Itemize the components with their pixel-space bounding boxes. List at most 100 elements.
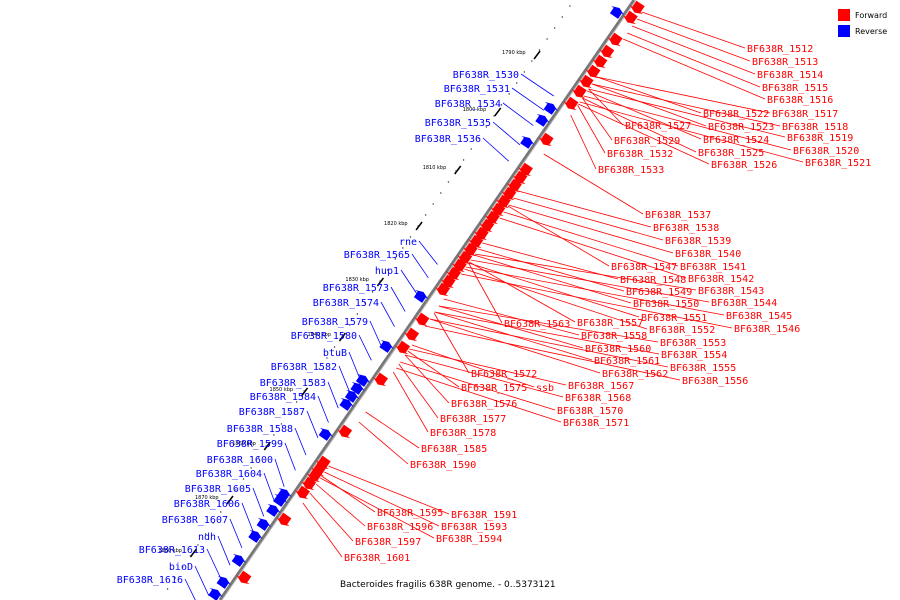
- reverse-gene-arrow: [344, 390, 360, 403]
- leader-line: [241, 502, 254, 532]
- forward-gene-arrow: [571, 84, 587, 99]
- kbp-minor-tick: [349, 324, 351, 326]
- kbp-minor-tick: [273, 434, 275, 436]
- leader-line: [284, 442, 296, 471]
- gene-label-bf638r-1515: BF638R_1515: [762, 83, 828, 94]
- kbp-minor-tick: [250, 467, 252, 469]
- gene-label-bf638r-1600: BF638R_1600: [207, 455, 273, 466]
- gene-label-rne: rne: [399, 237, 417, 248]
- gene-label-bf638r-1571: BF638R_1571: [563, 418, 629, 429]
- kbp-label: 1820 kbp: [384, 221, 408, 227]
- kbp-minor-tick: [212, 522, 214, 524]
- leader-line: [327, 381, 339, 409]
- gene-label-bf638r-1597: BF638R_1597: [355, 537, 421, 548]
- reverse-gene-arrow: [413, 290, 429, 303]
- kbp-minor-tick: [485, 126, 488, 128]
- leader-line: [206, 548, 222, 579]
- gene-label-bf638r-1562: BF638R_1562: [602, 369, 668, 380]
- leader-line: [395, 367, 562, 423]
- forward-gene-arrow: [236, 570, 252, 585]
- gene-label-bf638r-1567: BF638R_1567: [568, 381, 634, 392]
- legend-forward-swatch: [838, 9, 850, 21]
- gene-label-bf638r-1572: BF638R_1572: [471, 369, 537, 380]
- kbp-minor-tick: [455, 170, 457, 172]
- gene-label-bf638r-1538: BF638R_1538: [653, 223, 719, 234]
- leader-line: [338, 365, 350, 393]
- gene-label-ndh: ndh: [198, 532, 216, 543]
- kbp-minor-tick: [197, 544, 199, 546]
- forward-gene-arrow: [599, 44, 615, 59]
- gene-label-bf638r-1533: BF638R_1533: [598, 165, 664, 176]
- leader-line: [424, 325, 681, 381]
- kbp-minor-tick: [394, 258, 396, 260]
- kbp-major-tick: [494, 107, 502, 117]
- kbp-minor-tick: [379, 280, 381, 282]
- leader-line: [520, 73, 554, 97]
- reverse-gene-arrow: [231, 554, 247, 567]
- kbp-minor-tick: [174, 577, 176, 579]
- kbp-minor-tick: [288, 412, 290, 414]
- gene-label-bf638r-1594: BF638R_1594: [436, 534, 502, 545]
- kbp-major-tick: [338, 332, 347, 342]
- kbp-label: 1850 kbp: [270, 387, 294, 393]
- leader-line: [434, 311, 660, 355]
- gene-label-bf638r-1543: BF638R_1543: [698, 286, 764, 297]
- kbp-minor-tick: [371, 291, 374, 293]
- leader-line: [434, 311, 593, 361]
- forward-gene-arrow: [563, 96, 579, 111]
- leader-line: [478, 248, 625, 292]
- reverse-gene-arrow: [339, 398, 354, 411]
- reverse-gene-arrow: [248, 530, 263, 543]
- leader-line: [438, 305, 659, 343]
- leader-line: [324, 471, 440, 527]
- forward-gene-arrow: [414, 312, 430, 327]
- kbp-minor-tick: [508, 93, 510, 95]
- kbp-minor-tick: [538, 49, 541, 51]
- gene-label-bf638r-1575: BF638R_1575: [461, 383, 527, 394]
- kbp-minor-tick: [546, 38, 548, 40]
- gene-label-bf638r-1512: BF638R_1512: [747, 44, 813, 55]
- leader-line: [596, 76, 702, 114]
- gene-label-bf638r-1576: BF638R_1576: [451, 399, 517, 410]
- leader-line: [317, 395, 329, 423]
- gene-label-bf638r-1553: BF638R_1553: [660, 338, 726, 349]
- leader-line: [348, 351, 360, 378]
- gene-label-bf638r-1596: BF638R_1596: [367, 522, 433, 533]
- kbp-minor-tick: [516, 82, 518, 84]
- leader-line: [641, 11, 746, 49]
- gene-label-bf638r-1540: BF638R_1540: [675, 249, 741, 260]
- forward-gene-arrow: [592, 54, 608, 69]
- gene-label-bf638r-1560: BF638R_1560: [585, 344, 651, 355]
- kbp-minor-tick: [462, 159, 465, 161]
- kbp-major-tick: [454, 165, 462, 175]
- gene-label-bf638r-1579: BF638R_1579: [302, 317, 368, 328]
- gene-label-bf638r-1527: BF638R_1527: [625, 121, 691, 132]
- leader-line: [482, 242, 619, 280]
- forward-gene-arrow: [276, 512, 292, 527]
- gene-label-bf638r-1525: BF638R_1525: [698, 148, 764, 159]
- leader-line: [438, 305, 584, 349]
- leader-line: [369, 320, 382, 347]
- leader-line: [502, 102, 534, 126]
- leader-line: [482, 137, 510, 162]
- gene-label-bf638r-1613: BF638R_1613: [139, 545, 205, 556]
- reverse-gene-arrow: [277, 488, 292, 501]
- leader-line: [184, 578, 196, 600]
- gene-label-bf638r-1532: BF638R_1532: [607, 149, 673, 160]
- kbp-minor-tick: [318, 368, 321, 370]
- kbp-minor-tick: [432, 203, 434, 205]
- reverse-gene-arrow: [266, 504, 281, 517]
- gene-label-bf638r-1555: BF638R_1555: [670, 363, 736, 374]
- leader-line: [400, 361, 556, 411]
- leader-line: [473, 254, 632, 304]
- gene-label-bf638r-1577: BF638R_1577: [440, 414, 506, 425]
- kbp-minor-tick: [387, 269, 389, 271]
- leader-line: [358, 334, 372, 361]
- gene-label-bf638r-1588: BF638R_1588: [227, 424, 293, 435]
- kbp-label: 1810 kbp: [423, 165, 447, 171]
- leader-line: [252, 487, 265, 517]
- gene-label-bf638r-1582: BF638R_1582: [271, 362, 337, 373]
- kbp-minor-tick: [204, 533, 207, 535]
- leader-line: [400, 269, 418, 295]
